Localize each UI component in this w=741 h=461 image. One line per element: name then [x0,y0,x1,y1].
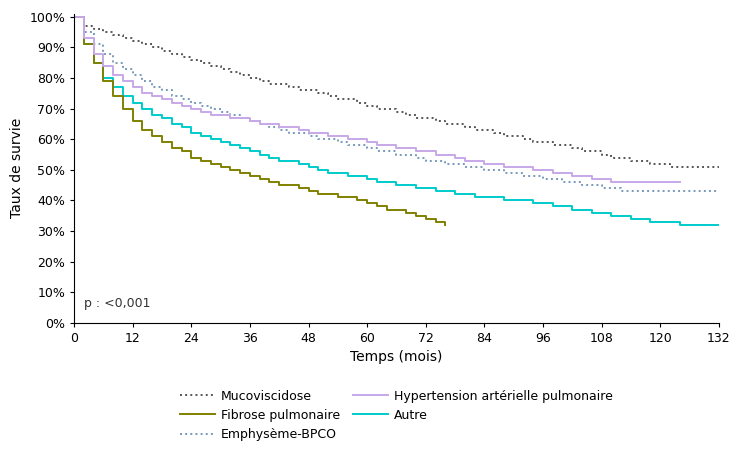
Text: p : <0,001: p : <0,001 [84,297,150,310]
Y-axis label: Taux de survie: Taux de survie [10,118,24,219]
Legend: Mucoviscidose, Fibrose pulmonaire, Emphysème-BPCO, Hypertension artérielle pulmo: Mucoviscidose, Fibrose pulmonaire, Emphy… [175,384,618,446]
X-axis label: Temps (mois): Temps (mois) [350,350,442,364]
